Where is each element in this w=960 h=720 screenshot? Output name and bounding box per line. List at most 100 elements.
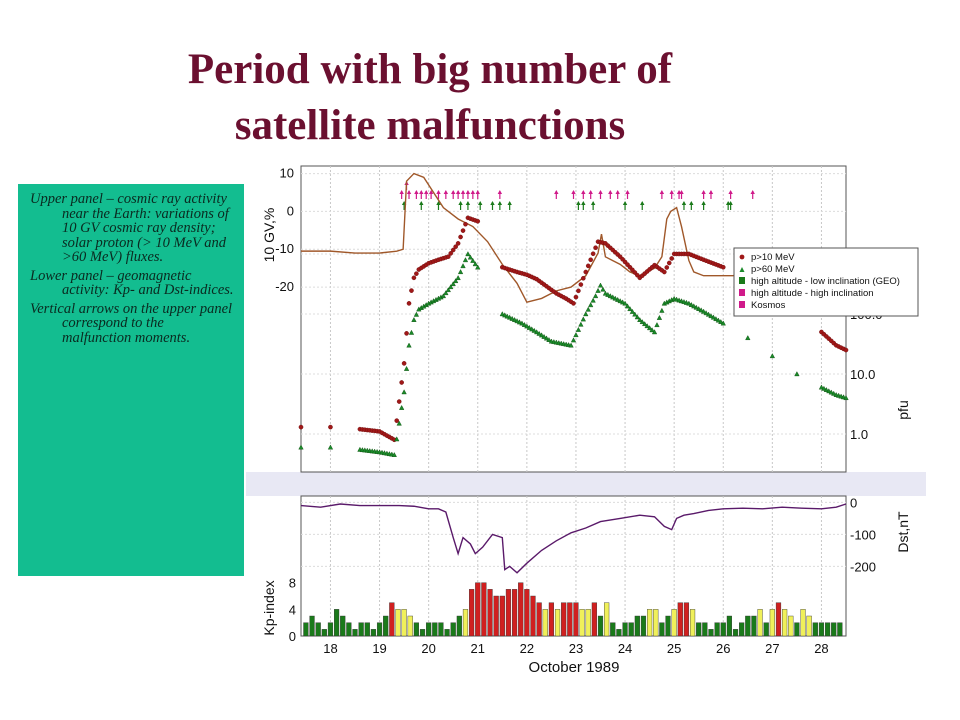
p60-point [465, 251, 471, 257]
p10-point [298, 424, 304, 430]
malfunction-arrow-geo [681, 201, 687, 210]
kp-bar [591, 602, 597, 637]
description-upper: Upper panel – cosmic ray activity near t… [30, 191, 229, 265]
kp-bar [775, 602, 782, 637]
p10-point [581, 275, 586, 281]
kp-bar [542, 609, 548, 637]
p60-point [543, 335, 550, 341]
p60-point [443, 290, 449, 296]
title-line-1: Period with big number of [187, 46, 673, 93]
p60-point [529, 326, 535, 332]
malfunction-arrow-high-inclination [414, 190, 419, 199]
p10-point [401, 361, 407, 366]
legend-swatch [739, 289, 745, 296]
malfunction-arrow-high-inclination-head [625, 190, 630, 194]
p60-point [821, 385, 827, 391]
kp-bar [837, 622, 843, 637]
p60-point [715, 317, 721, 323]
kp-bar [683, 602, 690, 637]
legend-box [733, 247, 919, 317]
p60-point [651, 329, 658, 335]
malfunction-arrow-high-inclination [428, 190, 434, 199]
p60-point [818, 384, 825, 390]
p60-point [445, 287, 451, 293]
malfunction-arrow-geo [436, 201, 441, 210]
kp-bar [364, 622, 370, 637]
kp-bar [475, 582, 481, 637]
kp-bar [604, 602, 610, 637]
malfunction-arrow-high-inclination [436, 190, 441, 199]
legend-swatch-p10 [739, 254, 745, 260]
pfu-axis-label: pfu [895, 400, 911, 419]
malfunction-arrow-high-inclination-head [581, 190, 586, 194]
p60-point [595, 287, 601, 293]
kp-bar [340, 615, 346, 637]
p60-point [403, 365, 410, 371]
malfunction-arrow-high-inclination [659, 190, 665, 199]
p60-point [408, 329, 415, 335]
kp-bar [389, 602, 395, 637]
p10-point [458, 234, 463, 240]
malfunction-arrow-high-inclination [701, 190, 706, 199]
p60-point [391, 452, 397, 457]
malfunction-arrow-geo [490, 201, 495, 210]
p10-point [445, 254, 451, 259]
malfunction-arrow-high-inclination-head [460, 190, 466, 194]
legend [733, 247, 919, 317]
kp-bar [671, 609, 677, 637]
p60-point [632, 311, 638, 317]
malfunction-arrow-geo [507, 201, 512, 210]
kp-bar [456, 615, 462, 637]
p60-point [659, 307, 665, 313]
malfunction-arrow-geo-head [497, 201, 503, 205]
p10-point [399, 380, 404, 385]
p60-point [455, 275, 461, 281]
p60-point [826, 388, 832, 394]
malfunction-arrow-geo-head [458, 201, 463, 205]
p60-point [823, 387, 829, 392]
kp-bar [518, 582, 524, 637]
p60-point [703, 310, 709, 316]
kp-bar [395, 609, 401, 637]
malfunction-arrow-high-inclination [443, 190, 449, 199]
p60-point [831, 390, 837, 396]
x-tick-label: 24 [618, 641, 632, 656]
kp-bar [745, 615, 751, 637]
kp-tick-label: 8 [289, 576, 296, 591]
malfunction-arrow-high-inclination-head [615, 190, 620, 194]
cr-tick-label: -10 [275, 241, 294, 256]
kp-bar [315, 622, 321, 637]
kp-bar [352, 629, 358, 637]
p10-point [475, 218, 481, 224]
p10-point [463, 221, 468, 227]
kp-bar [579, 609, 585, 637]
kp-bar [383, 615, 389, 637]
malfunction-arrow-high-inclination [571, 190, 576, 199]
dst-tick-label: 0 [850, 495, 857, 510]
p60-point [617, 298, 623, 304]
malfunction-arrow-geo-head [689, 201, 694, 205]
malfunction-arrow-geo [728, 201, 733, 210]
kp-bar [438, 622, 444, 637]
malfunction-arrow-geo-head [507, 201, 512, 205]
malfunction-arrow-high-inclination-head [465, 190, 471, 194]
p60-point [546, 337, 552, 342]
p60-point [649, 327, 655, 333]
malfunction-arrow-high-inclination-head [475, 190, 480, 194]
malfunction-arrow-geo [465, 201, 471, 210]
malfunction-arrow-high-inclination [608, 190, 613, 199]
kp-bar [462, 609, 469, 637]
malfunction-arrow-high-inclination [554, 190, 559, 199]
p60-point [710, 314, 717, 320]
p10-point [585, 263, 591, 269]
p60-point [688, 301, 694, 307]
malfunction-arrow-high-inclination-head [588, 190, 593, 194]
p10-point [662, 269, 667, 275]
cr-tick-label: 10 [280, 166, 294, 181]
p60-point [472, 261, 478, 267]
p60-point [597, 282, 604, 288]
malfunction-arrow-high-inclination [588, 190, 593, 199]
malfunction-arrow-high-inclination-head [608, 190, 613, 194]
p60-point [656, 314, 663, 320]
kp-bar [788, 615, 794, 637]
